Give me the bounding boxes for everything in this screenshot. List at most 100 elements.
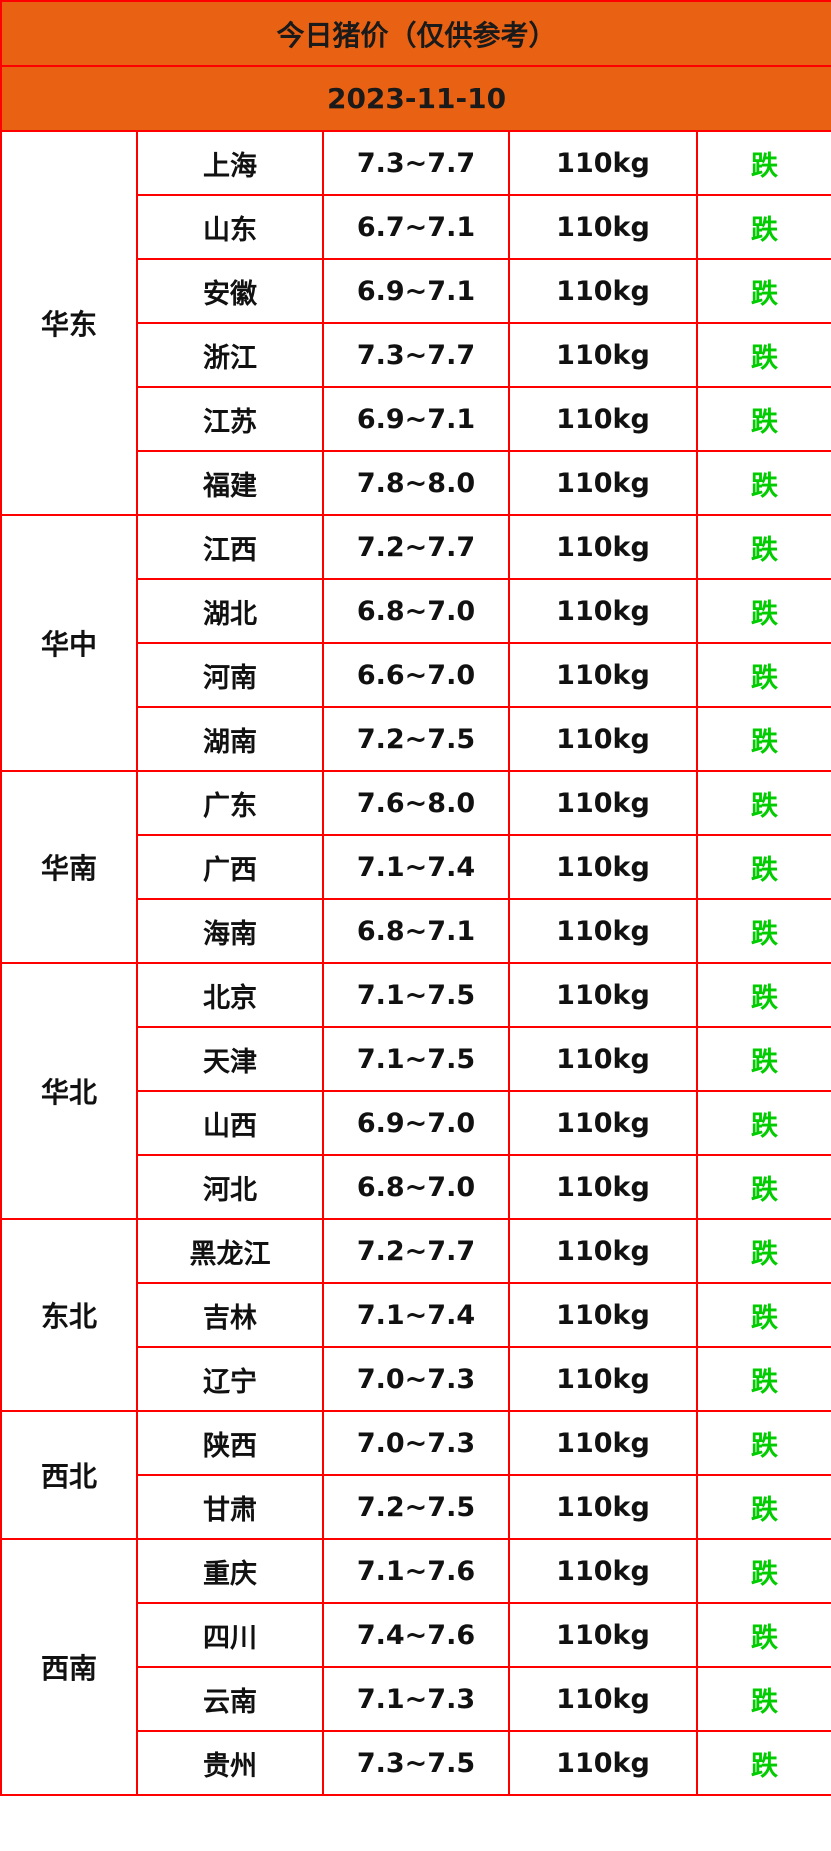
region-cell: 华南 bbox=[0, 770, 138, 964]
price-cell: 7.1~7.6 bbox=[322, 1538, 510, 1604]
weight-cell: 110kg bbox=[508, 1346, 698, 1412]
weight-cell: 110kg bbox=[508, 386, 698, 452]
price-cell: 7.2~7.7 bbox=[322, 514, 510, 580]
province-cell: 陕西 bbox=[136, 1410, 324, 1476]
trend-cell: 跌 bbox=[695, 1730, 831, 1796]
trend-cell: 跌 bbox=[695, 1474, 831, 1540]
price-cell: 7.3~7.5 bbox=[322, 1730, 510, 1796]
table-row: 天津 7.1~7.5 110kg 跌 bbox=[1, 1026, 831, 1092]
province-cell: 云南 bbox=[136, 1666, 324, 1732]
price-cell: 6.6~7.0 bbox=[322, 642, 510, 708]
price-cell: 7.2~7.7 bbox=[322, 1218, 510, 1284]
weight-cell: 110kg bbox=[508, 1602, 698, 1668]
table-row: 山东 6.7~7.1 110kg 跌 bbox=[1, 194, 831, 260]
trend-cell: 跌 bbox=[695, 450, 831, 516]
trend-cell: 跌 bbox=[695, 1090, 831, 1156]
price-cell: 7.1~7.5 bbox=[322, 962, 510, 1028]
weight-cell: 110kg bbox=[508, 578, 698, 644]
trend-cell: 跌 bbox=[695, 130, 831, 196]
price-cell: 7.0~7.3 bbox=[322, 1346, 510, 1412]
price-cell: 6.8~7.0 bbox=[322, 1154, 510, 1220]
table-row: 贵州 7.3~7.5 110kg 跌 bbox=[1, 1730, 831, 1796]
province-cell: 广东 bbox=[136, 770, 324, 836]
weight-cell: 110kg bbox=[508, 1026, 698, 1092]
table-row: 江苏 6.9~7.1 110kg 跌 bbox=[1, 386, 831, 452]
region-cell: 西北 bbox=[0, 1410, 138, 1540]
price-cell: 6.8~7.1 bbox=[322, 898, 510, 964]
table-row: 华东 上海 7.3~7.7 110kg 跌 bbox=[0, 130, 831, 516]
province-cell: 吉林 bbox=[136, 1282, 324, 1348]
table-row: 河北 6.8~7.0 110kg 跌 bbox=[1, 1154, 831, 1220]
table-row: 四川 7.4~7.6 110kg 跌 bbox=[1, 1602, 831, 1668]
trend-cell: 跌 bbox=[695, 1026, 831, 1092]
province-cell: 四川 bbox=[136, 1602, 324, 1668]
region-cell: 华中 bbox=[0, 514, 138, 772]
price-cell: 7.1~7.5 bbox=[322, 1026, 510, 1092]
table-row: 甘肃 7.2~7.5 110kg 跌 bbox=[1, 1474, 831, 1540]
table-row: 吉林 7.1~7.4 110kg 跌 bbox=[1, 1282, 831, 1348]
weight-cell: 110kg bbox=[508, 1282, 698, 1348]
trend-cell: 跌 bbox=[695, 1538, 831, 1604]
weight-cell: 110kg bbox=[508, 450, 698, 516]
price-cell: 7.1~7.3 bbox=[322, 1666, 510, 1732]
weight-cell: 110kg bbox=[508, 130, 698, 196]
province-cell: 广西 bbox=[136, 834, 324, 900]
price-cell: 6.9~7.0 bbox=[322, 1090, 510, 1156]
trend-cell: 跌 bbox=[695, 770, 831, 836]
weight-cell: 110kg bbox=[508, 1538, 698, 1604]
province-cell: 甘肃 bbox=[136, 1474, 324, 1540]
weight-cell: 110kg bbox=[508, 322, 698, 388]
table-row: 西南 重庆 7.1~7.6 110kg 跌 bbox=[0, 1538, 831, 1796]
region-cell: 华北 bbox=[0, 962, 138, 1220]
price-cell: 6.9~7.1 bbox=[322, 386, 510, 452]
trend-cell: 跌 bbox=[695, 1410, 831, 1476]
province-cell: 湖南 bbox=[136, 706, 324, 772]
price-cell: 7.2~7.5 bbox=[322, 1474, 510, 1540]
trend-cell: 跌 bbox=[695, 834, 831, 900]
trend-cell: 跌 bbox=[695, 898, 831, 964]
trend-cell: 跌 bbox=[695, 1602, 831, 1668]
trend-cell: 跌 bbox=[695, 578, 831, 644]
pig-price-table: 今日猪价（仅供参考） 2023-11-10 华东 上海 7.3~7.7 110kg 跌山… bbox=[0, 0, 831, 1796]
table-row: 浙江 7.3~7.7 110kg 跌 bbox=[1, 322, 831, 388]
weight-cell: 110kg bbox=[508, 1090, 698, 1156]
table-row: 华北 北京 7.1~7.5 110kg 跌 bbox=[0, 962, 831, 1220]
province-cell: 重庆 bbox=[136, 1538, 324, 1604]
table-row: 西北 陕西 7.0~7.3 110kg 跌 bbox=[0, 1410, 831, 1540]
province-cell: 海南 bbox=[136, 898, 324, 964]
table-row: 东北 黑龙江 7.2~7.7 110kg 跌 bbox=[0, 1218, 831, 1412]
price-cell: 6.8~7.0 bbox=[322, 578, 510, 644]
price-cell: 7.4~7.6 bbox=[322, 1602, 510, 1668]
region-cell: 华东 bbox=[0, 130, 138, 516]
weight-cell: 110kg bbox=[508, 514, 698, 580]
table-row: 云南 7.1~7.3 110kg 跌 bbox=[1, 1666, 831, 1732]
table-row: 广西 7.1~7.4 110kg 跌 bbox=[1, 834, 831, 900]
trend-cell: 跌 bbox=[695, 1346, 831, 1412]
province-cell: 天津 bbox=[136, 1026, 324, 1092]
trend-cell: 跌 bbox=[695, 1282, 831, 1348]
table-row: 安徽 6.9~7.1 110kg 跌 bbox=[1, 258, 831, 324]
weight-cell: 110kg bbox=[508, 642, 698, 708]
province-cell: 河南 bbox=[136, 642, 324, 708]
price-cell: 7.6~8.0 bbox=[322, 770, 510, 836]
province-cell: 黑龙江 bbox=[136, 1218, 324, 1284]
trend-cell: 跌 bbox=[695, 642, 831, 708]
table-row: 河南 6.6~7.0 110kg 跌 bbox=[1, 642, 831, 708]
weight-cell: 110kg bbox=[508, 1154, 698, 1220]
weight-cell: 110kg bbox=[508, 770, 698, 836]
trend-cell: 跌 bbox=[695, 258, 831, 324]
weight-cell: 110kg bbox=[508, 1730, 698, 1796]
weight-cell: 110kg bbox=[508, 1474, 698, 1540]
price-cell: 7.3~7.7 bbox=[322, 130, 510, 196]
province-cell: 湖北 bbox=[136, 578, 324, 644]
trend-cell: 跌 bbox=[695, 1218, 831, 1284]
province-cell: 山西 bbox=[136, 1090, 324, 1156]
province-cell: 浙江 bbox=[136, 322, 324, 388]
table-row: 湖北 6.8~7.0 110kg 跌 bbox=[1, 578, 831, 644]
province-cell: 辽宁 bbox=[136, 1346, 324, 1412]
weight-cell: 110kg bbox=[508, 962, 698, 1028]
weight-cell: 110kg bbox=[508, 1666, 698, 1732]
table-date: 2023-11-10 bbox=[0, 65, 831, 132]
table-row: 辽宁 7.0~7.3 110kg 跌 bbox=[1, 1346, 831, 1412]
province-cell: 福建 bbox=[136, 450, 324, 516]
